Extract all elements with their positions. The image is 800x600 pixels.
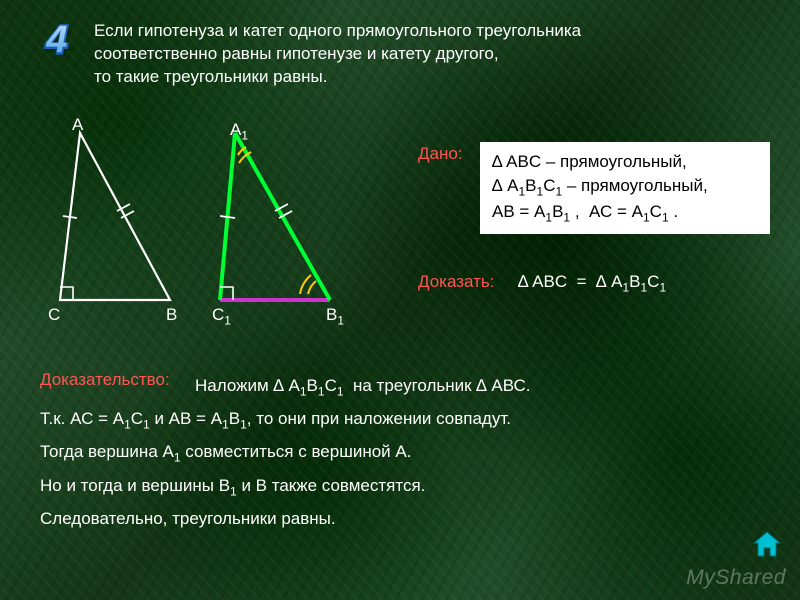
label-A1: А1: [230, 120, 248, 142]
prove-statement: ∆ ABC = ∆ А1В1С1: [518, 272, 666, 294]
given-line2: ∆ А1В1С1 – прямоугольный,: [492, 174, 758, 200]
proof-p1: Наложим ∆ А1В1С1 на треугольник ∆ АВС.: [195, 370, 760, 403]
label-B1: В1: [326, 305, 344, 327]
label-B: B: [166, 305, 177, 325]
label-A: A: [72, 115, 83, 135]
label-C1: С1: [212, 305, 231, 327]
theorem-statement: Если гипотенуза и катет одного прямоугол…: [94, 20, 744, 89]
proof-body: Наложим ∆ А1В1С1 на треугольник ∆ АВС. Т…: [40, 370, 760, 535]
theorem-line2: соответственно равны гипотенузе и катету…: [94, 43, 744, 66]
given-line3: АВ = А1В1 , АС = А1С1 .: [492, 200, 758, 226]
theorem-line1: Если гипотенуза и катет одного прямоугол…: [94, 20, 744, 43]
triangle-abc: [60, 133, 170, 300]
label-C: C: [48, 305, 60, 325]
tick-ac: [63, 216, 77, 218]
proof-p3: Тогда вершина А1 совместиться с вершиной…: [40, 436, 760, 469]
home-button[interactable]: [752, 530, 782, 558]
triangles-diagram: A C B А1 С1 В1: [40, 115, 380, 330]
given-box: ∆ ABC – прямоугольный, ∆ А1В1С1 – прямоу…: [480, 142, 770, 234]
prove-label: Доказать:: [418, 272, 494, 292]
home-icon: [752, 530, 782, 558]
slide-number-inner: 4: [46, 19, 67, 62]
given-label: Дано:: [418, 144, 463, 164]
proof-p2: Т.к. АС = А1С1 и АВ = А1В1, то они при н…: [40, 403, 760, 436]
triangles-svg: [40, 115, 380, 330]
slide-number-badge: 4 4: [35, 18, 79, 62]
proof-p5: Следовательно, треугольники равны.: [40, 503, 760, 535]
theorem-line3: то такие треугольники равны.: [94, 66, 744, 89]
watermark: MyShared: [686, 566, 786, 590]
tick-a1c1: [220, 216, 235, 218]
arc-b1-1: [308, 281, 316, 294]
given-line1: ∆ ABC – прямоугольный,: [492, 150, 758, 174]
proof-p4: Но и тогда и вершины В1 и В также совмес…: [40, 470, 760, 503]
